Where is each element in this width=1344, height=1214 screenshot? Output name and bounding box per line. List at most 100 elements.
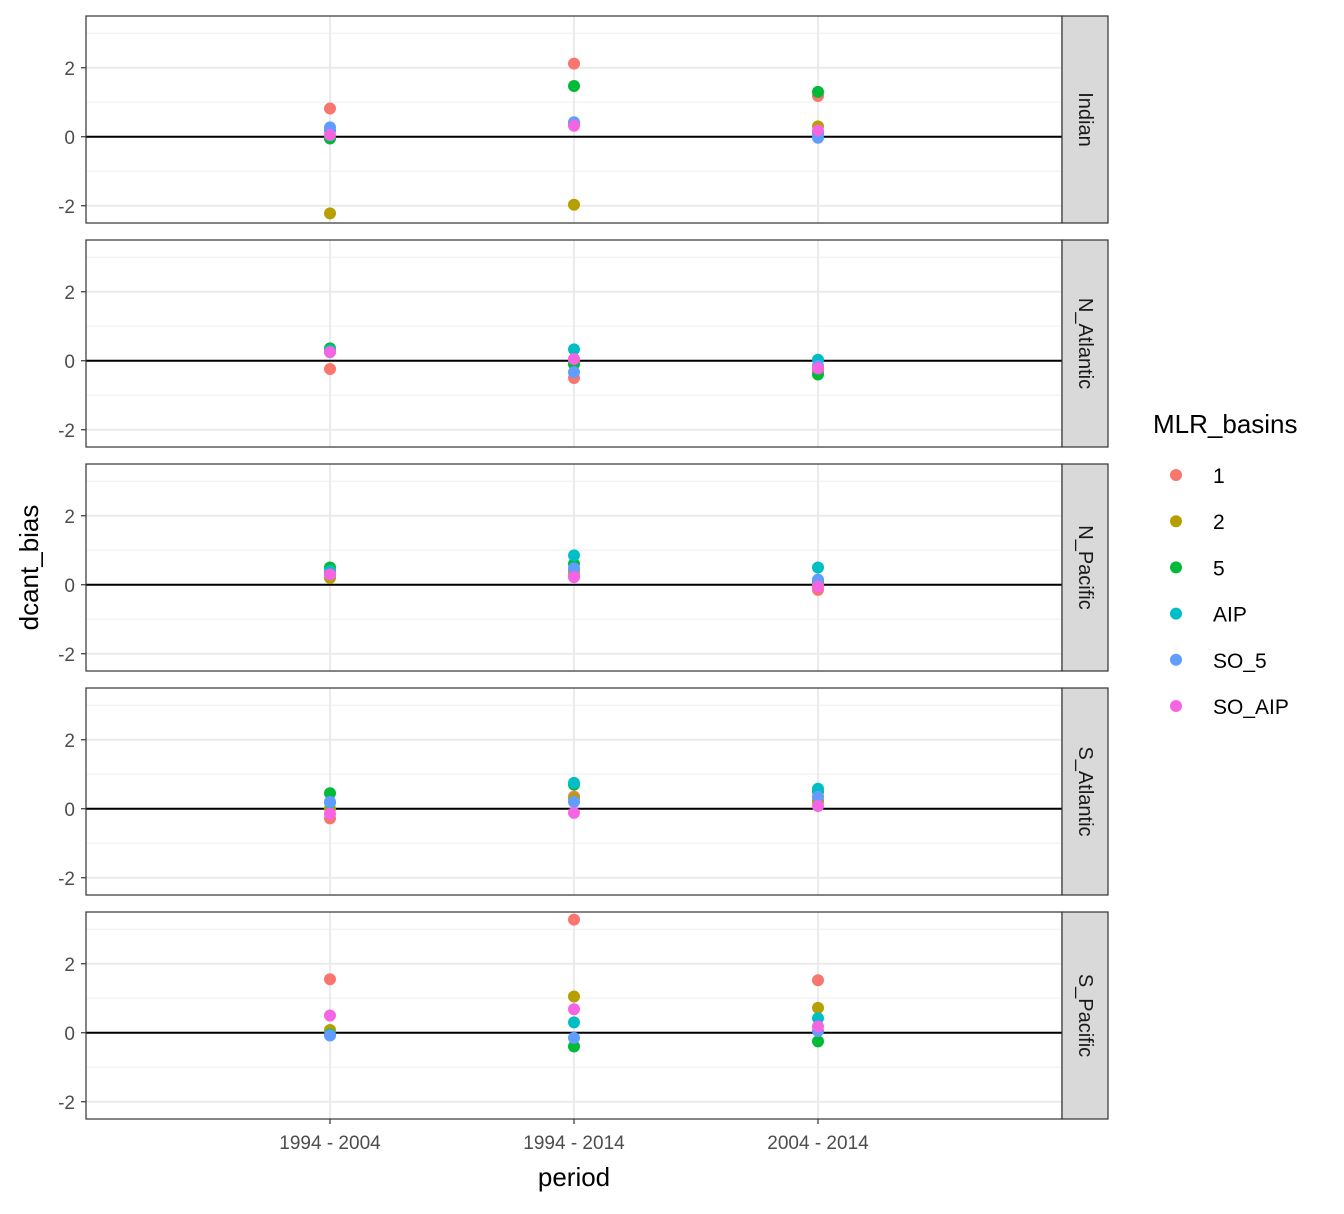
- facet-strip-label: N_Pacific: [1074, 525, 1096, 609]
- data-point: [324, 129, 336, 142]
- x-tick-label: 1994 - 2004: [279, 1133, 381, 1154]
- data-point: [812, 1001, 824, 1014]
- data-point: [812, 85, 824, 98]
- legend-key: [1170, 607, 1182, 620]
- facet-panel-s-pacific: -2 0 2 S_Pacific: [58, 911, 1109, 1120]
- data-point: [812, 561, 824, 574]
- x-tick-label: 2004 - 2014: [767, 1133, 869, 1154]
- data-point: [324, 102, 336, 115]
- data-point: [812, 790, 824, 803]
- data-point: [324, 973, 336, 986]
- data-point: [568, 571, 580, 584]
- y-tick-label: 0: [64, 1024, 75, 1045]
- y-tick-label: 2: [64, 283, 75, 304]
- data-point: [568, 1003, 580, 1016]
- x-axis-title: period: [538, 1162, 610, 1192]
- facet-strip: [1061, 911, 1109, 1120]
- data-point: [568, 990, 580, 1003]
- legend-key: [1170, 700, 1182, 712]
- legend-item: SO_5: [1170, 650, 1267, 673]
- data-point: [324, 346, 336, 359]
- legend-item: 1: [1170, 465, 1225, 488]
- facet-panel-s-atlantic: -2 0 2 S_Atlantic: [58, 687, 1109, 896]
- y-tick-label: 0: [64, 352, 75, 373]
- facet-panel-indian: -2 0 2 Indian: [58, 15, 1109, 224]
- data-point: [324, 1029, 336, 1042]
- data-point: [568, 1040, 580, 1053]
- data-point: [812, 799, 824, 812]
- legend-item: 5: [1170, 557, 1225, 580]
- data-point: [568, 198, 580, 211]
- legend-item: AIP: [1170, 604, 1247, 627]
- data-point: [568, 795, 580, 808]
- data-point: [812, 124, 824, 137]
- y-tick-label: -2: [58, 197, 75, 218]
- facet-strip: [1061, 15, 1109, 224]
- data-point: [568, 913, 580, 926]
- facet-strip: [1061, 687, 1109, 896]
- data-point: [568, 119, 580, 132]
- y-tick-label: -2: [58, 421, 75, 442]
- data-point: [568, 1031, 580, 1044]
- legend-label: SO_5: [1213, 650, 1267, 673]
- data-point: [812, 362, 824, 375]
- y-tick-label: 2: [64, 507, 75, 528]
- data-point: [324, 787, 336, 800]
- legend-key: [1170, 653, 1182, 666]
- data-point: [812, 1020, 824, 1033]
- data-point: [324, 207, 336, 220]
- data-point: [568, 806, 580, 819]
- data-point: [812, 1035, 824, 1048]
- legend-item: SO_AIP: [1170, 696, 1289, 719]
- data-point: [568, 80, 580, 93]
- y-tick-label: -2: [58, 645, 75, 666]
- data-point: [812, 580, 824, 593]
- facet-strip-label: S_Atlantic: [1074, 746, 1096, 836]
- legend-title: MLR_basins: [1153, 409, 1298, 439]
- data-point: [568, 776, 580, 789]
- legend-label: 5: [1213, 557, 1225, 580]
- data-point: [568, 549, 580, 562]
- facet-strip-label: Indian: [1074, 92, 1096, 147]
- data-point: [568, 366, 580, 379]
- data-point: [324, 795, 336, 808]
- legend: MLR_basins 1 2 5 AIP SO_5 SO_AIP: [1153, 409, 1298, 719]
- legend-label: SO_AIP: [1213, 696, 1289, 719]
- y-axis-title: dcant_bias: [14, 505, 44, 631]
- legend-item: 2: [1170, 511, 1225, 534]
- facet-strip-label: S_Pacific: [1074, 974, 1096, 1057]
- data-point: [568, 562, 580, 575]
- data-point: [324, 568, 336, 581]
- data-point: [568, 1016, 580, 1029]
- y-tick-label: -2: [58, 1093, 75, 1114]
- x-tick-label: 1994 - 2014: [523, 1133, 625, 1154]
- y-tick-label: 0: [64, 576, 75, 597]
- facet-panel-n-atlantic: -2 0 2 N_Atlantic: [58, 239, 1109, 448]
- legend-label: 1: [1213, 465, 1225, 488]
- legend-key: [1170, 561, 1182, 574]
- legend-label: AIP: [1213, 604, 1247, 627]
- y-tick-label: 2: [64, 59, 75, 80]
- y-tick-label: 2: [64, 955, 75, 976]
- legend-key: [1170, 469, 1182, 481]
- facet-strip: [1061, 239, 1109, 448]
- facet-strip: [1061, 463, 1109, 672]
- data-point: [324, 1009, 336, 1022]
- facet-strip-label: N_Atlantic: [1074, 298, 1096, 389]
- data-point: [568, 353, 580, 366]
- legend-label: 2: [1213, 511, 1225, 534]
- data-point: [568, 343, 580, 356]
- y-tick-label: 0: [64, 128, 75, 149]
- data-point: [812, 1012, 824, 1025]
- legend-key: [1170, 515, 1182, 528]
- y-tick-label: 0: [64, 800, 75, 821]
- data-point: [568, 57, 580, 70]
- y-tick-label: -2: [58, 869, 75, 890]
- data-point: [812, 974, 824, 987]
- facet-panel-n-pacific: -2 0 2 N_Pacific: [58, 463, 1109, 672]
- data-point: [324, 807, 336, 820]
- y-tick-label: 2: [64, 731, 75, 752]
- data-point: [324, 363, 336, 376]
